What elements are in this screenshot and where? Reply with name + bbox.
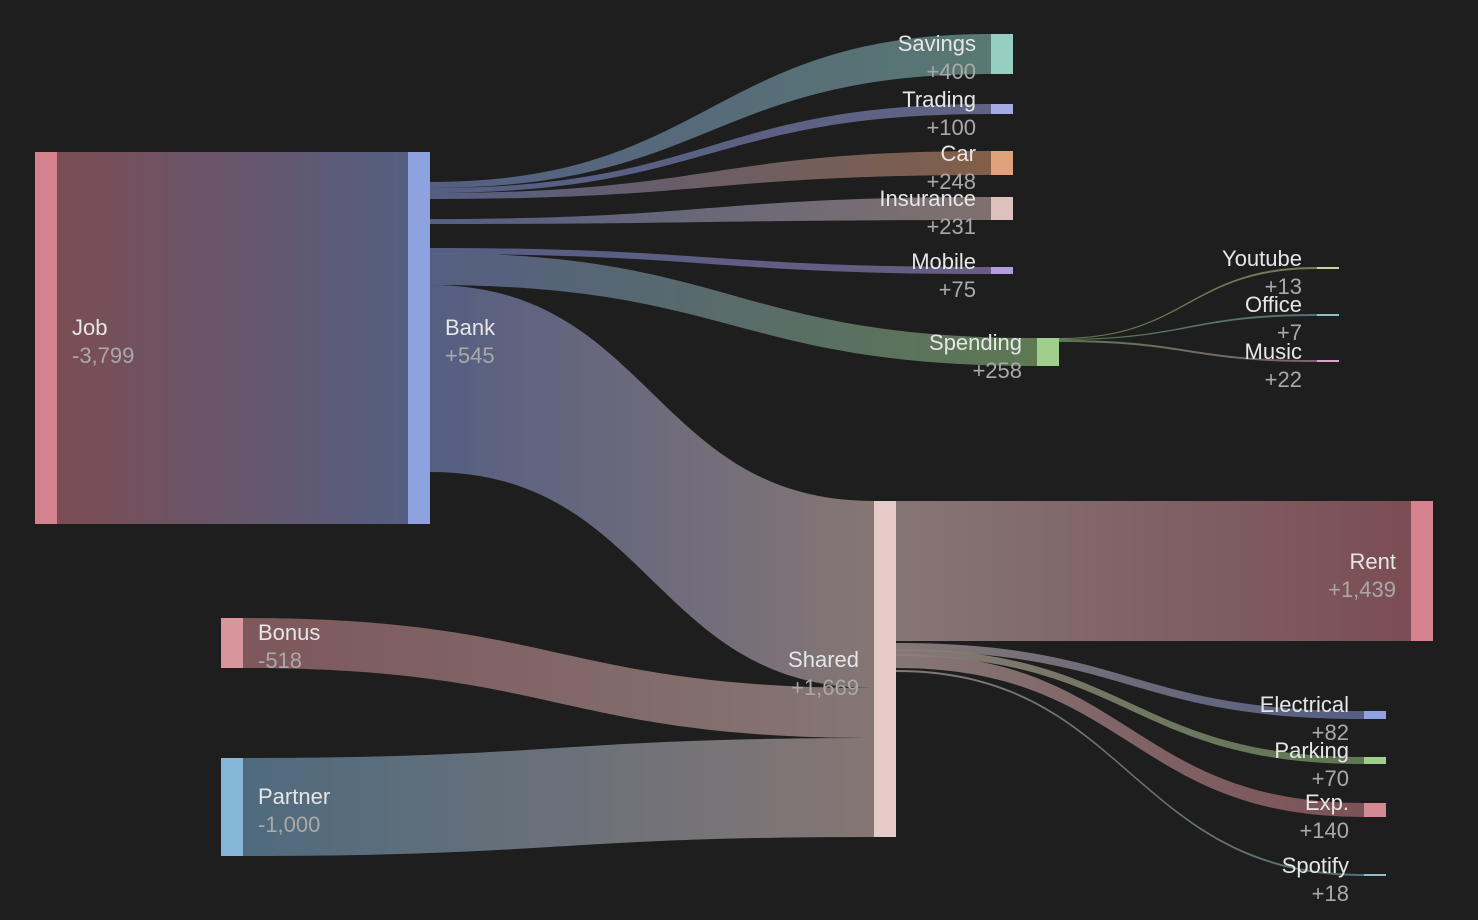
node-value-music: +22 — [1265, 367, 1302, 392]
node-label-partner: Partner — [258, 784, 330, 809]
node-label-electrical: Electrical — [1260, 692, 1349, 717]
node-electrical — [1364, 711, 1386, 719]
node-exp — [1364, 803, 1386, 817]
node-label-music: Music — [1245, 339, 1302, 364]
link-bank-car — [430, 151, 991, 199]
node-music — [1317, 360, 1339, 362]
sankey-labels: Job -3,799 Bank +545 Bonus -518 Partner -1,000 S… — [72, 31, 1396, 906]
node-car — [991, 151, 1013, 175]
node-shared — [874, 501, 896, 837]
node-value-mobile: +75 — [939, 277, 976, 302]
node-label-office: Office — [1245, 292, 1302, 317]
link-bank-mobile — [430, 248, 991, 274]
link-bank-spending — [430, 253, 1037, 366]
node-value-rent: +1,439 — [1328, 577, 1396, 602]
node-value-spending: +258 — [972, 358, 1022, 383]
node-value-savings: +400 — [926, 59, 976, 84]
sankey-nodes — [35, 34, 1433, 876]
node-partner — [221, 758, 243, 856]
link-bank-trading — [430, 104, 991, 193]
node-value-shared: +1,669 — [791, 675, 859, 700]
node-label-shared: Shared — [788, 647, 859, 672]
node-value-job: -3,799 — [72, 343, 134, 368]
link-partner-shared — [243, 738, 874, 856]
node-value-insurance: +231 — [926, 214, 976, 239]
node-label-spotify: Spotify — [1282, 853, 1349, 878]
node-label-youtube: Youtube — [1222, 246, 1302, 271]
node-label-savings: Savings — [898, 31, 976, 56]
node-label-bonus: Bonus — [258, 620, 320, 645]
node-bonus — [221, 618, 243, 668]
node-label-spending: Spending — [929, 330, 1022, 355]
link-spending-youtube — [1059, 267, 1317, 339]
link-spending-office — [1059, 314, 1317, 340]
link-shared-rent — [896, 501, 1411, 641]
node-rent — [1411, 501, 1433, 641]
node-value-trading: +100 — [926, 115, 976, 140]
node-label-insurance: Insurance — [879, 186, 976, 211]
node-label-parking: Parking — [1274, 738, 1349, 763]
node-value-exp: +140 — [1299, 818, 1349, 843]
link-shared-parking — [896, 649, 1364, 764]
node-value-car: +248 — [926, 169, 976, 194]
node-mobile — [991, 267, 1013, 274]
node-label-mobile: Mobile — [911, 249, 976, 274]
node-label-job: Job — [72, 315, 107, 340]
link-bank-savings — [430, 34, 991, 188]
node-value-bonus: -518 — [258, 648, 302, 673]
node-value-partner: -1,000 — [258, 812, 320, 837]
node-label-car: Car — [941, 141, 976, 166]
node-trading — [991, 104, 1013, 114]
node-spotify — [1364, 874, 1386, 876]
link-shared-exp — [896, 654, 1364, 817]
node-savings — [991, 34, 1013, 74]
node-label-trading: Trading — [902, 87, 976, 112]
node-insurance — [991, 197, 1013, 220]
link-shared-spotify — [896, 670, 1364, 876]
link-shared-electrical — [896, 643, 1364, 719]
node-bank — [408, 152, 430, 524]
link-bank-shared — [430, 285, 874, 688]
node-label-exp: Exp. — [1305, 790, 1349, 815]
link-spending-music — [1059, 340, 1317, 362]
node-value-youtube: +13 — [1265, 274, 1302, 299]
node-value-bank: +545 — [445, 343, 495, 368]
node-parking — [1364, 757, 1386, 764]
node-label-rent: Rent — [1350, 549, 1396, 574]
node-value-electrical: +82 — [1312, 720, 1349, 745]
link-job-bank — [57, 152, 408, 524]
node-office — [1317, 314, 1339, 316]
node-value-office: +7 — [1277, 320, 1302, 345]
node-job — [35, 152, 57, 524]
node-youtube — [1317, 267, 1339, 269]
link-bank-insurance — [430, 197, 991, 224]
link-bonus-shared — [243, 618, 874, 738]
node-value-spotify: +18 — [1312, 881, 1349, 906]
sankey-links — [57, 34, 1411, 876]
node-spending — [1037, 338, 1059, 366]
node-label-bank: Bank — [445, 315, 496, 340]
node-value-parking: +70 — [1312, 766, 1349, 791]
